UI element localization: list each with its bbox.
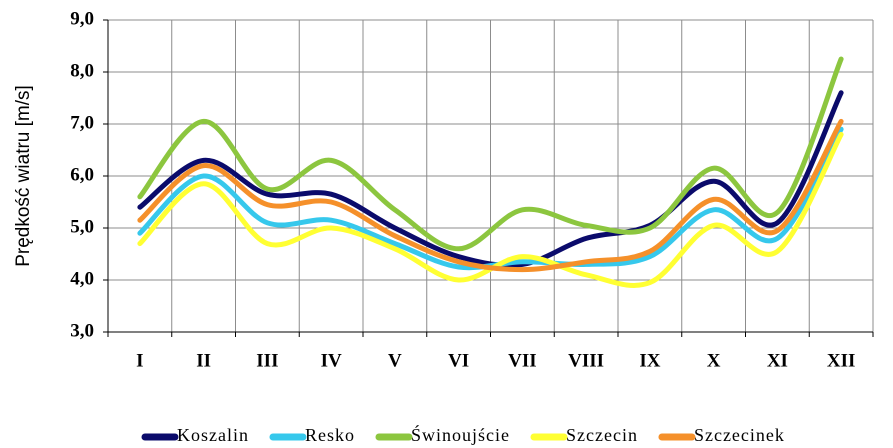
y-tick-label: 7,0 xyxy=(70,112,94,133)
y-tick-label: 5,0 xyxy=(70,216,94,237)
x-tick-label: VI xyxy=(448,350,469,371)
y-tick-label: 9,0 xyxy=(70,8,94,29)
y-tick-label: 6,0 xyxy=(70,164,94,185)
series-line xyxy=(137,56,844,252)
series-line xyxy=(137,131,844,288)
y-tick-label: 3,0 xyxy=(70,320,94,341)
legend-label: Szczecinek xyxy=(694,425,785,445)
x-tick-label: IX xyxy=(639,350,660,371)
y-tick-label: 4,0 xyxy=(70,268,94,289)
y-axis-label: Prędkość wiatru [m/s] xyxy=(13,85,34,267)
legend-label: Resko xyxy=(305,425,355,445)
legend-label: Szczecin xyxy=(566,425,638,445)
series-line xyxy=(137,90,844,268)
x-tick-label: X xyxy=(707,350,721,371)
x-tick-label: II xyxy=(196,350,211,371)
x-tick-label: VIII xyxy=(568,350,604,371)
x-tick-label: VII xyxy=(508,350,537,371)
series-line xyxy=(137,118,844,273)
legend-label: Koszalin xyxy=(177,425,249,445)
x-tick-label: V xyxy=(388,350,402,371)
x-tick-label: I xyxy=(136,350,143,371)
x-tick-label: III xyxy=(256,350,278,371)
x-tick-label: IV xyxy=(321,350,342,371)
y-tick-label: 8,0 xyxy=(70,60,94,81)
x-tick-label: XI xyxy=(767,350,788,371)
legend-label: Świnoujście xyxy=(411,424,510,445)
x-tick-label: XII xyxy=(827,350,856,371)
